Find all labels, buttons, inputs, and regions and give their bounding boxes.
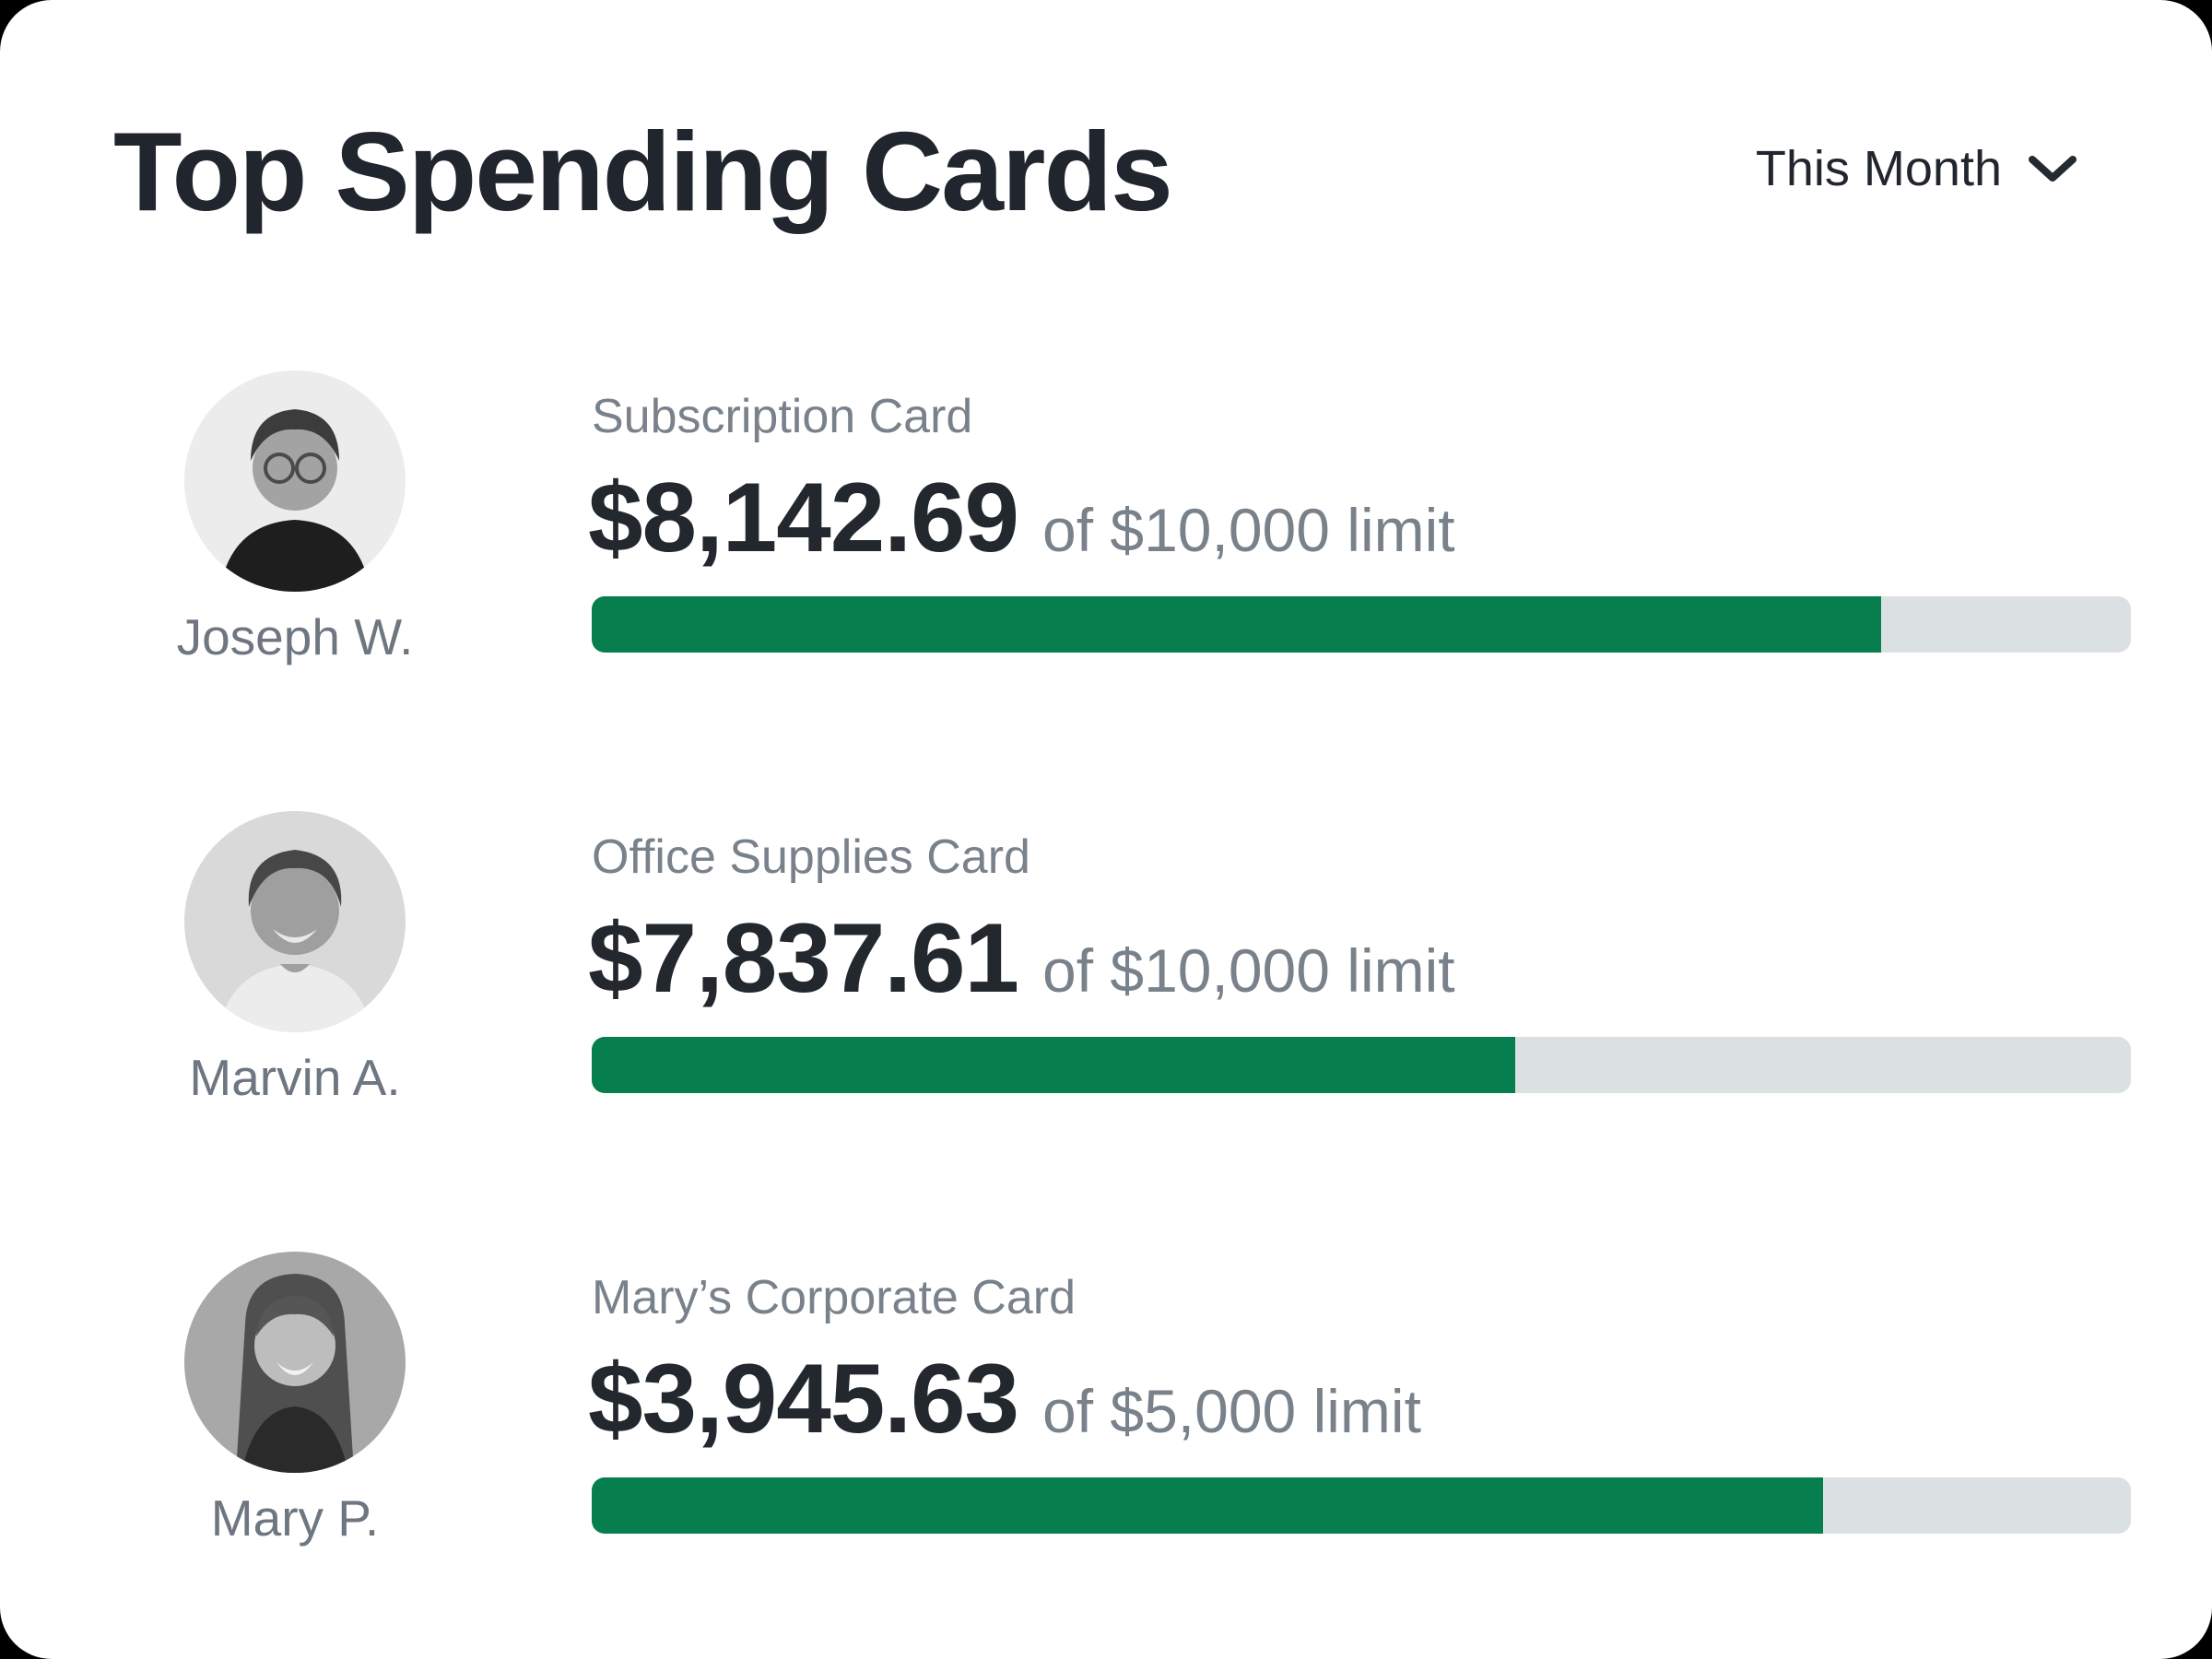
spend-progress-fill (592, 596, 1882, 653)
limit-text: of $10,000 limit (1042, 496, 1455, 564)
person-name: Marvin A. (189, 1049, 401, 1106)
avatar-photo (184, 811, 406, 1032)
period-dropdown[interactable]: This Month (1756, 140, 2077, 197)
avatar (184, 1252, 406, 1473)
spend-progress-fill (592, 1477, 1823, 1534)
spending-card-row[interactable]: Mary P. Mary’s Corporate Card $3,945.63 … (0, 1252, 2212, 1547)
period-dropdown-label: This Month (1755, 141, 2002, 196)
avatar (184, 371, 406, 592)
spend-progress-bar (592, 596, 2131, 653)
spend-progress-bar (592, 1037, 2131, 1093)
person-name: Mary P. (210, 1489, 380, 1547)
person-name: Joseph W. (176, 608, 414, 665)
avatar (184, 811, 406, 1032)
card-name: Subscription Card (592, 390, 973, 443)
spending-card-row[interactable]: Marvin A. Office Supplies Card $7,837.61… (0, 811, 2212, 1106)
spend-progress-bar (592, 1477, 2131, 1534)
avatar-photo (184, 371, 406, 592)
avatar-photo (184, 1252, 406, 1473)
card-name: Office Supplies Card (592, 830, 1030, 884)
spent-amount: $8,142.69 (588, 462, 1019, 572)
amount-line: $3,945.63 of $5,000 limit (588, 1349, 1421, 1448)
page-title: Top Spending Cards (113, 109, 1173, 234)
spent-amount: $7,837.61 (588, 902, 1019, 1013)
amount-line: $7,837.61 of $10,000 limit (588, 909, 1455, 1007)
spending-card-row[interactable]: Joseph W. Subscription Card $8,142.69 of… (0, 371, 2212, 665)
limit-text: of $5,000 limit (1042, 1377, 1421, 1445)
spent-amount: $3,945.63 (588, 1343, 1019, 1453)
spend-progress-fill (592, 1037, 1515, 1093)
chevron-down-icon (2028, 154, 2077, 183)
limit-text: of $10,000 limit (1042, 936, 1455, 1005)
amount-line: $8,142.69 of $10,000 limit (588, 468, 1455, 567)
card-name: Mary’s Corporate Card (592, 1271, 1077, 1324)
